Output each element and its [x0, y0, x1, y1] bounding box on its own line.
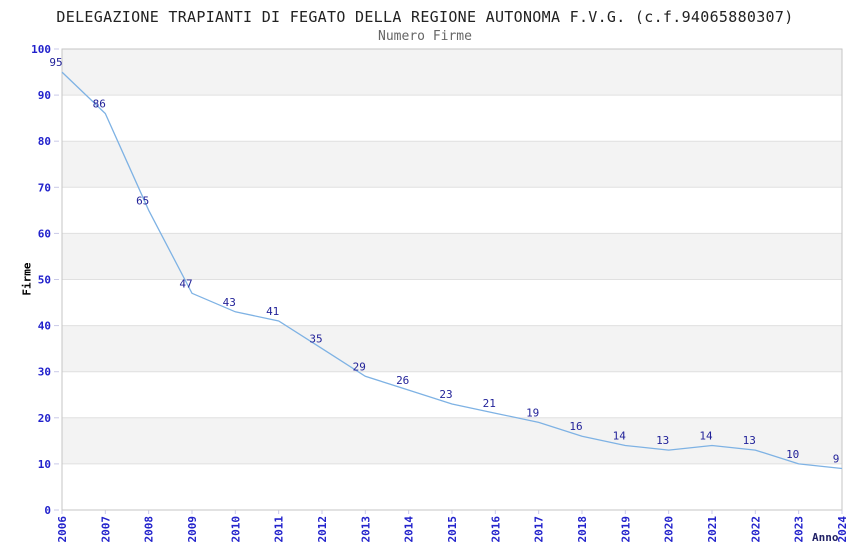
x-tick-label: 2017	[533, 516, 546, 543]
y-tick-label: 20	[38, 412, 51, 425]
data-point-label: 35	[309, 333, 322, 346]
x-tick-label: 2013	[359, 516, 372, 543]
y-tick-label: 40	[38, 320, 51, 333]
y-tick-label: 0	[44, 504, 51, 517]
plot-border	[61, 48, 843, 511]
plot-band	[62, 233, 842, 280]
plot-band	[62, 325, 842, 372]
x-tick-label: 2016	[489, 516, 502, 543]
y-tick-label: 50	[38, 274, 51, 287]
y-tick-label: 10	[38, 458, 51, 471]
x-tick-label: 2009	[186, 516, 199, 543]
x-tick-label: 2015	[446, 516, 459, 543]
x-tick-label: 2018	[576, 516, 589, 543]
y-tick-label: 60	[38, 227, 51, 240]
plot-band	[62, 141, 842, 188]
data-point-label: 19	[526, 406, 539, 419]
x-tick-label: 2006	[56, 516, 69, 543]
data-point-label: 86	[93, 98, 106, 111]
x-tick-label: 2014	[403, 516, 416, 543]
x-tick-label: 2023	[793, 516, 806, 543]
data-point-label: 13	[743, 434, 756, 447]
data-point-label: 23	[439, 388, 452, 401]
data-point-label: 14	[613, 430, 627, 443]
x-tick-label: 2007	[99, 516, 112, 543]
data-point-label: 21	[483, 397, 496, 410]
y-tick-label: 70	[38, 181, 51, 194]
data-point-label: 41	[266, 305, 279, 318]
plot-band	[62, 49, 842, 96]
data-point-label: 13	[656, 434, 669, 447]
y-tick-label: 90	[38, 89, 51, 102]
x-tick-label: 2010	[229, 516, 242, 543]
x-tick-label: 2019	[619, 516, 632, 543]
data-point-label: 95	[49, 56, 62, 69]
chart-title: DELEGAZIONE TRAPIANTI DI FEGATO DELLA RE…	[56, 8, 794, 26]
y-tick-label: 30	[38, 366, 51, 379]
data-point-label: 14	[699, 430, 713, 443]
data-point-label: 43	[223, 296, 236, 309]
x-axis-title: Anno	[812, 531, 839, 544]
x-tick-label: 2012	[316, 516, 329, 543]
y-tick-label: 100	[31, 43, 51, 56]
chart-subtitle: Numero Firme	[378, 29, 472, 44]
x-tick-label: 2011	[273, 516, 286, 543]
x-tick-label: 2008	[143, 516, 156, 543]
y-axis-title: Firme	[20, 262, 34, 296]
data-point-label: 26	[396, 374, 409, 387]
data-point-label: 29	[353, 360, 366, 373]
data-point-label: 65	[136, 194, 149, 207]
data-point-label: 47	[179, 277, 192, 290]
x-tick-label: 2024	[836, 516, 849, 543]
plot-band	[62, 417, 842, 464]
data-point-label: 9	[833, 453, 840, 466]
y-tick-label: 80	[38, 135, 51, 148]
x-tick-label: 2020	[663, 516, 676, 543]
x-tick-label: 2021	[706, 516, 719, 543]
data-point-label: 16	[569, 420, 582, 433]
x-tick-label: 2022	[749, 516, 762, 543]
data-line	[61, 71, 843, 470]
data-point-label: 10	[786, 448, 799, 461]
